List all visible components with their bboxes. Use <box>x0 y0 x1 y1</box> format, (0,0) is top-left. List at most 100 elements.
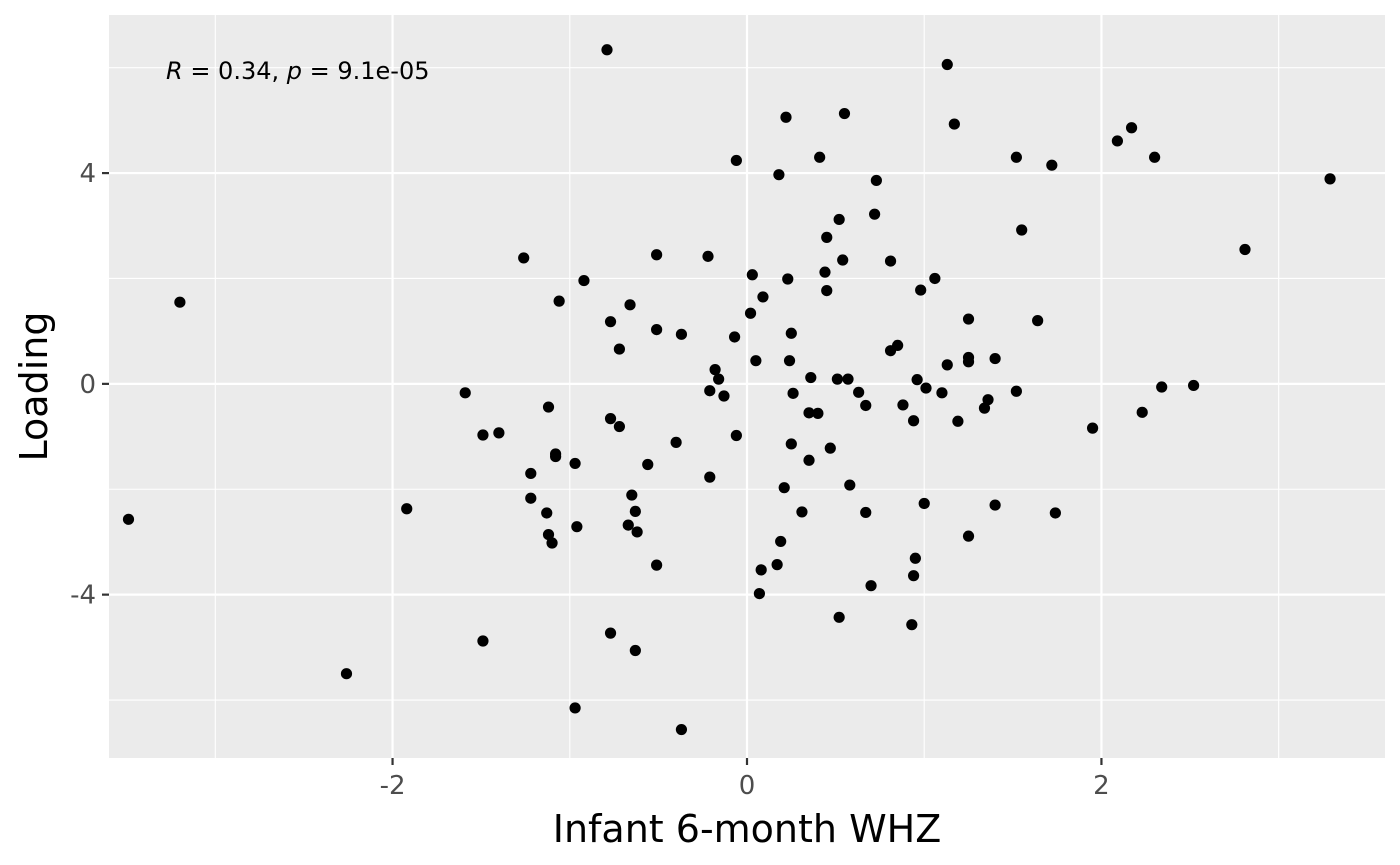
grid-major <box>109 15 1385 758</box>
data-point <box>622 519 634 531</box>
data-point <box>651 249 663 261</box>
data-point <box>948 118 960 130</box>
data-point <box>824 442 836 454</box>
data-point <box>1086 422 1099 434</box>
data-point <box>1324 173 1336 185</box>
data-point <box>401 503 413 515</box>
data-point <box>982 394 994 406</box>
data-point <box>821 284 833 297</box>
data-point <box>1049 507 1061 519</box>
data-point <box>1016 224 1028 236</box>
data-point <box>941 58 953 71</box>
data-point <box>477 429 489 441</box>
data-point <box>553 295 565 307</box>
data-point <box>1136 406 1148 418</box>
data-point <box>704 385 716 397</box>
data-point <box>613 343 626 355</box>
data-point <box>670 436 682 448</box>
data-point <box>542 528 555 541</box>
data-point <box>796 506 808 518</box>
data-point <box>870 174 882 187</box>
data-point <box>773 169 785 181</box>
data-point <box>892 339 904 351</box>
data-point <box>675 723 688 736</box>
data-point <box>842 373 854 385</box>
data-point <box>709 364 721 376</box>
data-point <box>962 356 975 368</box>
data-point <box>989 499 1001 511</box>
data-point <box>459 387 471 399</box>
data-point <box>569 702 581 714</box>
data-point <box>941 359 953 371</box>
data-point <box>775 535 787 548</box>
data-point <box>853 386 865 398</box>
data-point <box>750 355 762 367</box>
data-point <box>1188 379 1200 392</box>
data-point <box>831 373 843 385</box>
data-point <box>771 559 783 571</box>
data-point <box>546 537 558 549</box>
data-point <box>865 580 877 592</box>
data-point <box>629 644 641 657</box>
data-point <box>785 327 797 339</box>
x-axis-title: Infant 6-month WHZ <box>553 807 942 851</box>
data-point <box>477 635 489 647</box>
x-tick-label: 2 <box>1093 771 1110 801</box>
data-point <box>814 151 826 163</box>
data-point <box>604 627 617 639</box>
data-point <box>906 619 918 631</box>
data-points <box>122 44 1336 736</box>
data-point <box>746 269 758 281</box>
data-point <box>651 559 663 571</box>
data-point <box>869 208 881 220</box>
data-point <box>805 371 817 384</box>
data-point <box>728 331 741 343</box>
data-point <box>624 299 636 311</box>
data-point <box>1156 381 1168 393</box>
data-point <box>782 273 794 285</box>
data-point <box>730 154 742 167</box>
data-point <box>860 506 872 519</box>
data-point <box>1111 135 1123 147</box>
data-point <box>787 387 799 399</box>
data-point <box>541 507 553 519</box>
x-axis-ticks: -2 0 2 <box>380 758 1110 801</box>
data-point <box>783 355 796 367</box>
data-point <box>812 407 824 419</box>
data-point <box>702 250 714 262</box>
x-tick-label: 0 <box>739 771 756 801</box>
data-point <box>778 482 790 494</box>
data-point <box>518 252 530 264</box>
data-point <box>785 438 797 450</box>
data-point <box>918 497 930 510</box>
data-point <box>1010 385 1022 397</box>
data-point <box>550 450 562 463</box>
data-point <box>651 323 663 336</box>
y-tick-label: 4 <box>79 159 96 189</box>
data-point <box>613 420 626 433</box>
data-point <box>909 552 921 564</box>
data-point <box>704 471 716 483</box>
data-point <box>569 457 581 470</box>
y-tick-label: -4 <box>70 581 96 611</box>
data-point <box>962 313 975 325</box>
data-point <box>803 407 815 419</box>
data-point <box>601 44 613 56</box>
data-point <box>642 458 654 471</box>
data-point <box>542 401 555 413</box>
data-point <box>1046 159 1058 171</box>
data-point <box>821 231 833 243</box>
data-point <box>753 587 766 600</box>
data-point <box>837 254 849 266</box>
data-point <box>744 307 757 319</box>
data-point <box>1125 122 1138 134</box>
data-point <box>604 316 617 328</box>
data-point <box>571 521 583 533</box>
data-point <box>989 352 1001 365</box>
data-point <box>952 415 964 427</box>
data-point <box>929 272 941 285</box>
data-point <box>713 373 725 385</box>
data-point <box>578 274 590 287</box>
data-point <box>833 611 845 623</box>
